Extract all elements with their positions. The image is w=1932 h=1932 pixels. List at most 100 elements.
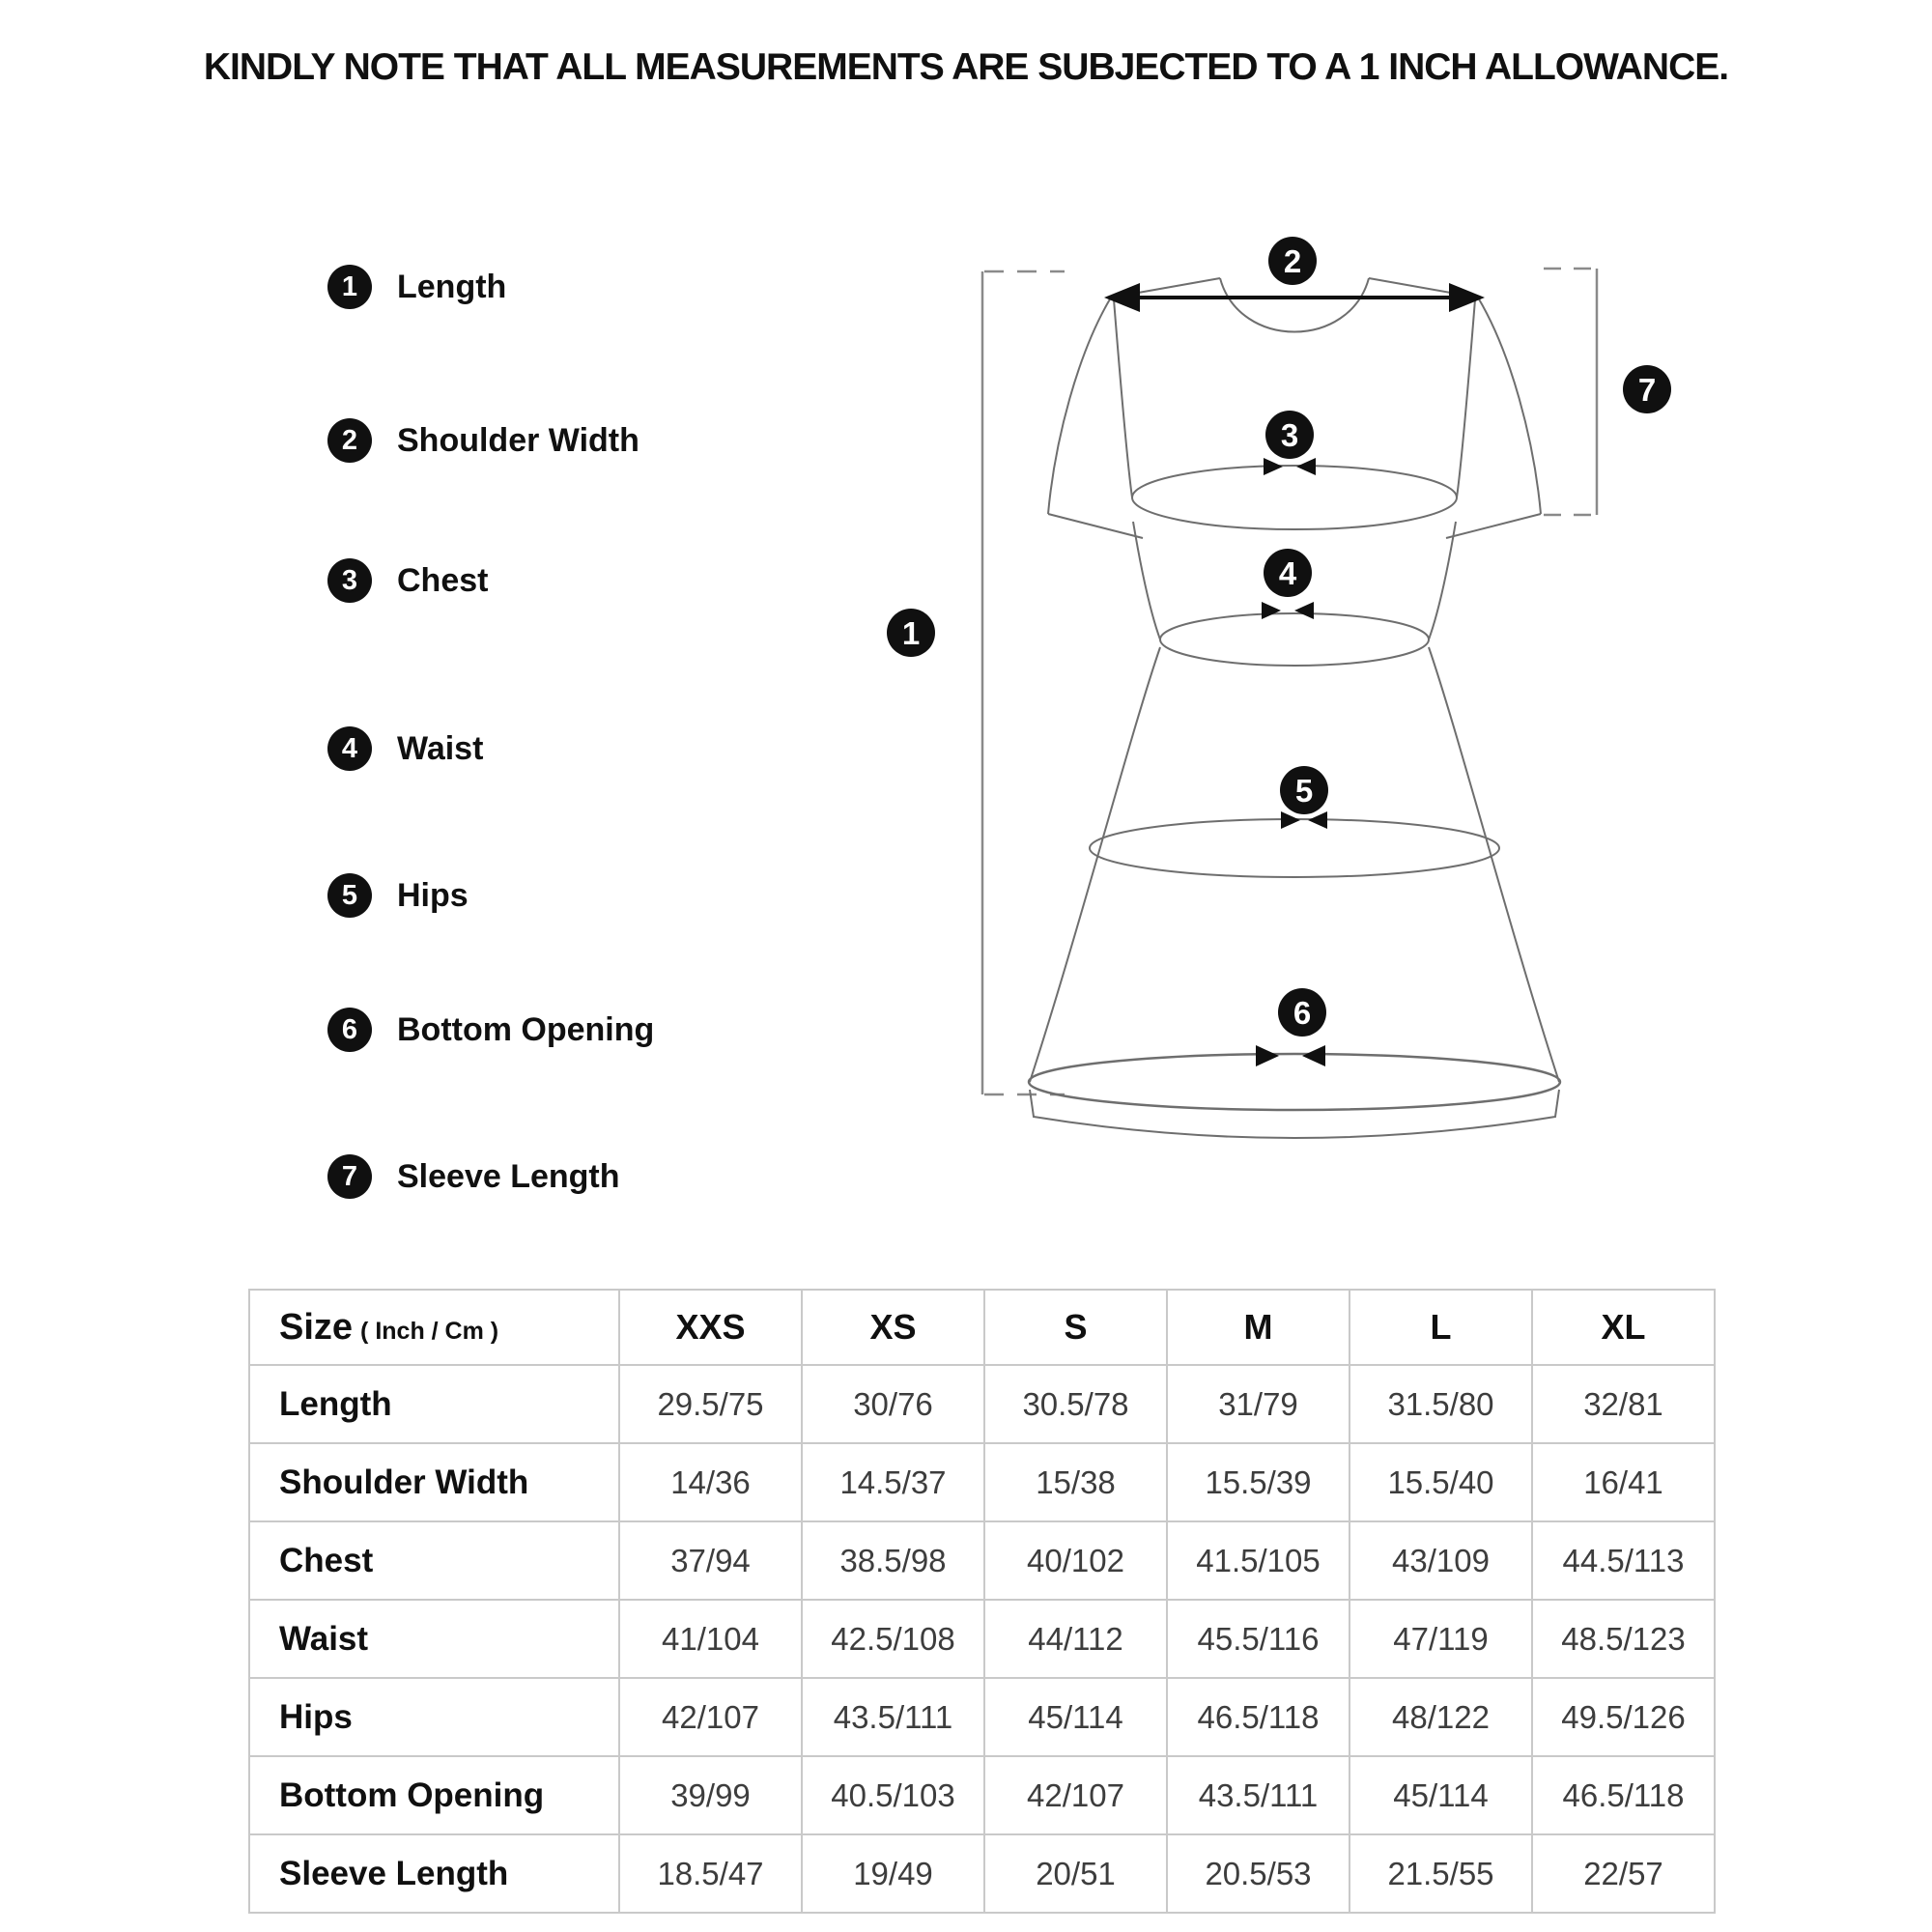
measurement-cell: 16/41 [1531,1442,1716,1522]
table-row: Hips 42/107 43.5/111 45/114 46.5/118 48/122 49… [248,1677,1716,1757]
left-sleeve-outer [1047,297,1112,515]
svg-text:7: 7 [1638,372,1656,408]
legend-item: 6 Bottom Opening [327,1008,654,1052]
measurement-cell: 37/94 [618,1520,803,1601]
measurement-cell: 49.5/126 [1531,1677,1716,1757]
measurement-cell: 20/51 [983,1833,1168,1914]
neckline [1219,277,1370,333]
measurement-cell: 42/107 [983,1755,1168,1835]
row-label: Hips [248,1677,620,1757]
measurement-cell: 15.5/40 [1349,1442,1533,1522]
legend-item-label: Chest [397,561,489,599]
svg-text:5: 5 [1295,773,1313,809]
row-label: Bottom Opening [248,1755,620,1835]
legend-number-badge: 7 [327,1154,372,1199]
measurement-cell: 30.5/78 [983,1364,1168,1444]
measurement-cell: 40/102 [983,1520,1168,1601]
legend-item: 5 Hips [327,873,469,918]
measurement-cell: 44/112 [983,1599,1168,1679]
legend-item: 2 Shoulder Width [327,418,639,463]
table-row: Length 29.5/75 30/76 30.5/78 31/79 31.5/80 32/… [248,1364,1716,1444]
measure-arrows [1256,458,1327,1066]
row-label: Chest [248,1520,620,1601]
legend-item: 1 Length [327,265,506,309]
size-column-header: L [1349,1289,1533,1366]
dress-outline [1027,277,1562,1139]
legend-number-badge: 1 [327,265,372,309]
size-column-header: XL [1531,1289,1716,1366]
chest-ellipse [1131,465,1458,530]
measurement-cell: 44.5/113 [1531,1520,1716,1601]
legend-number-badge: 2 [327,418,372,463]
table-row: Sleeve Length 18.5/47 19/49 20/51 20.5/53 21.… [248,1833,1716,1914]
legend-number-badge: 3 [327,558,372,603]
shoulder-width-arrow [1104,283,1485,312]
measurement-cell: 47/119 [1349,1599,1533,1679]
waist-taper-right [1428,521,1457,640]
skirt-right-seam [1428,646,1560,1083]
measurement-cell: 20.5/53 [1166,1833,1350,1914]
measurement-cell: 41.5/105 [1166,1520,1350,1601]
bodice-right-seam [1456,298,1476,498]
callout-2-badge: 2 [1268,237,1317,285]
callout-1-badge: 1 [887,609,935,657]
measurement-cell: 38.5/98 [801,1520,985,1601]
measurement-cell: 43.5/111 [801,1677,985,1757]
measurement-cell: 31.5/80 [1349,1364,1533,1444]
row-label: Sleeve Length [248,1833,620,1914]
measurement-cell: 39/99 [618,1755,803,1835]
callout-7-badge: 7 [1623,365,1671,413]
hem-band [1029,1089,1560,1139]
measurement-cell: 14/36 [618,1442,803,1522]
measurement-cell: 46.5/118 [1166,1677,1350,1757]
row-label: Length [248,1364,620,1444]
legend-item: 7 Sleeve Length [327,1154,620,1199]
legend-item-label: Hips [397,876,469,914]
measurement-cell: 30/76 [801,1364,985,1444]
legend-number-badge: 5 [327,873,372,918]
measurement-cell: 19/49 [801,1833,985,1914]
measurement-cell: 15.5/39 [1166,1442,1350,1522]
skirt-left-seam [1029,646,1161,1083]
hips-arrow-pair [1281,811,1327,829]
size-column-header: XS [801,1289,985,1366]
legend-item-label: Shoulder Width [397,421,639,459]
measurement-cell: 43/109 [1349,1520,1533,1601]
hem-ellipse [1027,1052,1562,1112]
measurement-cell: 46.5/118 [1531,1755,1716,1835]
measurement-cell: 48.5/123 [1531,1599,1716,1679]
measurement-cell: 42.5/108 [801,1599,985,1679]
sleeve-length-bracket [1544,267,1599,517]
svg-text:3: 3 [1281,417,1298,453]
legend-item-label: Waist [397,729,484,767]
measurement-cell: 45.5/116 [1166,1599,1350,1679]
size-header-cell: Size( Inch / Cm ) [248,1289,620,1366]
measurement-cell: 41/104 [618,1599,803,1679]
allowance-note: KINDLY NOTE THAT ALL MEASUREMENTS ARE SU… [203,46,1729,88]
left-sleeve-bottom [1047,513,1144,539]
diagram-callouts: 1 2 3 4 5 6 7 [887,237,1671,1037]
size-chart-table: Size( Inch / Cm ) XXS XS S M L XL Length 29.5/… [248,1289,1716,1914]
svg-text:6: 6 [1293,995,1311,1031]
size-column-header: M [1166,1289,1350,1366]
legend-item-label: Sleeve Length [397,1157,620,1195]
measurement-cell: 31/79 [1166,1364,1350,1444]
callout-6-badge: 6 [1278,988,1326,1037]
callout-5-badge: 5 [1280,766,1328,814]
table-row: Waist 41/104 42.5/108 44/112 45.5/116 47/119 4… [248,1599,1716,1679]
chest-arrow-pair [1264,458,1316,475]
measurement-cell: 15/38 [983,1442,1168,1522]
row-label: Shoulder Width [248,1442,620,1522]
legend-number-badge: 4 [327,726,372,771]
table-header-row: Size( Inch / Cm ) XXS XS S M L XL [248,1289,1716,1366]
callout-3-badge: 3 [1265,411,1314,459]
hips-ellipse [1089,818,1500,878]
size-chart-body: Size( Inch / Cm ) XXS XS S M L XL Length 29.5/… [248,1289,1716,1914]
waist-taper-left [1132,521,1161,640]
legend-item: 4 Waist [327,726,483,771]
table-row: Bottom Opening 39/99 40.5/103 42/107 43.5/11… [248,1755,1716,1835]
measurement-cell: 40.5/103 [801,1755,985,1835]
measurement-cell: 14.5/37 [801,1442,985,1522]
bottom-arrow-pair [1256,1045,1325,1066]
